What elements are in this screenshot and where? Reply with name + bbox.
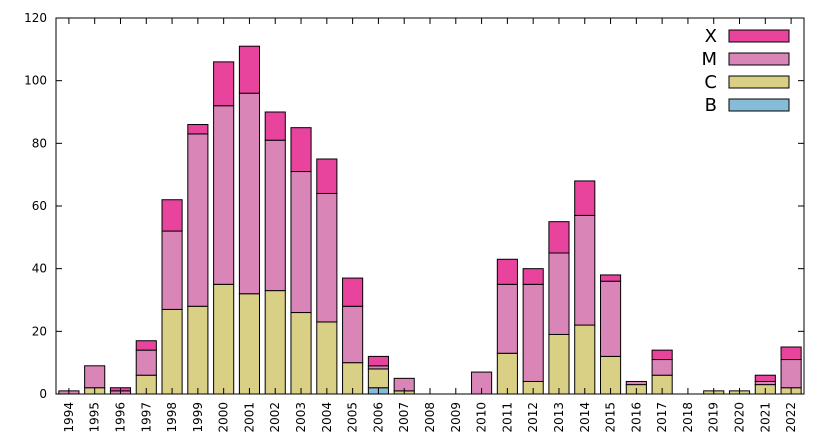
- x-tick-label: 2015: [604, 402, 618, 433]
- bar-segment-x-2014: [574, 180, 596, 216]
- x-tick-label: 2001: [242, 402, 256, 433]
- bar-segment-c-2003: [290, 312, 312, 395]
- x-tick-label: 2004: [320, 402, 334, 433]
- x-tick-label: 2006: [371, 402, 385, 433]
- bar-segment-m-2016: [625, 380, 647, 386]
- bar-segment-m-2022: [780, 359, 802, 389]
- bar-segment-c-2001: [238, 293, 261, 395]
- legend-label-b: B: [705, 95, 717, 116]
- x-tick-label: 2008: [423, 402, 437, 433]
- x-tick-label: 2018: [681, 402, 695, 433]
- bar-segment-x-2001: [238, 45, 261, 94]
- x-tick-label: 1997: [139, 402, 153, 433]
- y-tick-label: 80: [32, 136, 47, 150]
- x-tick-label: 2017: [655, 402, 669, 433]
- x-tick-label: 2012: [526, 402, 540, 433]
- bar-segment-x-1999: [187, 124, 209, 135]
- bar-segment-x-2005: [342, 277, 364, 307]
- bar-segment-c-2006: [367, 368, 389, 389]
- x-tick-label: 1996: [113, 402, 127, 433]
- bar-segment-m-2015: [599, 280, 622, 357]
- bar-segment-x-2012: [522, 268, 544, 285]
- x-tick-label: 2005: [346, 402, 360, 433]
- bar-segment-x-2003: [290, 127, 312, 173]
- bar-segment-c-1998: [161, 308, 183, 395]
- x-tick-label: 2009: [449, 402, 463, 433]
- bar-segment-m-1998: [161, 230, 183, 310]
- x-tick-label: 2011: [500, 402, 514, 433]
- bar-segment-c-1999: [187, 305, 209, 395]
- bar-segment-x-1998: [161, 199, 183, 232]
- bar-segment-x-2021: [754, 374, 776, 382]
- y-tick-label: 20: [32, 324, 47, 338]
- bar-segment-m-2003: [290, 171, 312, 314]
- bar-segment-m-2012: [522, 283, 544, 382]
- bar-segment-c-2013: [548, 333, 570, 395]
- legend-swatch-b: [728, 98, 790, 112]
- bar-segment-c-2000: [213, 283, 235, 395]
- x-tick-label: 2003: [294, 402, 308, 433]
- bar-segment-x-2022: [780, 346, 802, 361]
- x-tick-label: 1995: [88, 402, 102, 433]
- legend-label-c: C: [704, 72, 717, 93]
- bar-segment-m-2017: [651, 359, 673, 376]
- y-tick-label: 120: [24, 11, 47, 25]
- bar-segment-m-1999: [187, 133, 209, 307]
- x-tick-label: 2000: [217, 402, 231, 433]
- bar-segment-x-2002: [264, 111, 286, 141]
- bar-segment-c-2002: [264, 290, 286, 395]
- y-tick-label: 0: [39, 387, 47, 401]
- y-tick-label: 60: [32, 199, 47, 213]
- bar-segment-m-2005: [342, 305, 364, 364]
- x-tick-label: 2022: [784, 402, 798, 433]
- bar-segment-m-2013: [548, 252, 570, 335]
- legend-swatch-x: [728, 29, 790, 43]
- x-tick-label: 2016: [629, 402, 643, 433]
- bar-segment-m-2001: [238, 92, 261, 295]
- x-tick-label: 2014: [578, 402, 592, 433]
- bar-segment-x-2015: [599, 274, 622, 282]
- legend-label-m: M: [701, 49, 717, 70]
- bar-segment-m-2002: [264, 139, 286, 292]
- bar-segment-m-1995: [84, 365, 106, 389]
- x-tick-label: 2013: [552, 402, 566, 433]
- x-tick-label: 2002: [268, 402, 282, 433]
- bar-segment-x-2004: [316, 158, 338, 194]
- y-tick-label: 100: [24, 74, 47, 88]
- x-tick-label: 2020: [733, 402, 747, 433]
- bar-segment-x-2017: [651, 349, 673, 361]
- bar-segment-m-2014: [574, 214, 596, 326]
- bar-segment-c-2014: [574, 324, 596, 395]
- x-tick-label: 1994: [62, 402, 76, 433]
- x-tick-label: 2010: [475, 402, 489, 433]
- x-tick-label: 1999: [191, 402, 205, 433]
- bar-segment-m-1997: [135, 349, 157, 376]
- bar-segment-m-2004: [316, 192, 338, 323]
- bar-segment-x-2011: [496, 258, 518, 285]
- x-tick-label: 2019: [707, 402, 721, 433]
- bar-segment-x-2013: [548, 221, 570, 254]
- x-tick-label: 2021: [758, 402, 772, 433]
- x-tick-label: 2007: [397, 402, 411, 433]
- bar-segment-m-2011: [496, 283, 518, 354]
- bar-segment-x-2006: [367, 355, 389, 367]
- x-tick-label: 1998: [165, 402, 179, 433]
- legend-swatch-c: [728, 75, 790, 89]
- bar-segment-x-2000: [213, 61, 235, 107]
- bar-segment-c-2011: [496, 352, 518, 395]
- bar-segment-x-1997: [135, 340, 157, 351]
- y-tick-label: 40: [32, 262, 47, 276]
- bar-segment-c-2004: [316, 321, 338, 395]
- legend-label-x: X: [705, 26, 717, 47]
- bar-segment-m-2000: [213, 105, 235, 285]
- legend-swatch-m: [728, 52, 790, 66]
